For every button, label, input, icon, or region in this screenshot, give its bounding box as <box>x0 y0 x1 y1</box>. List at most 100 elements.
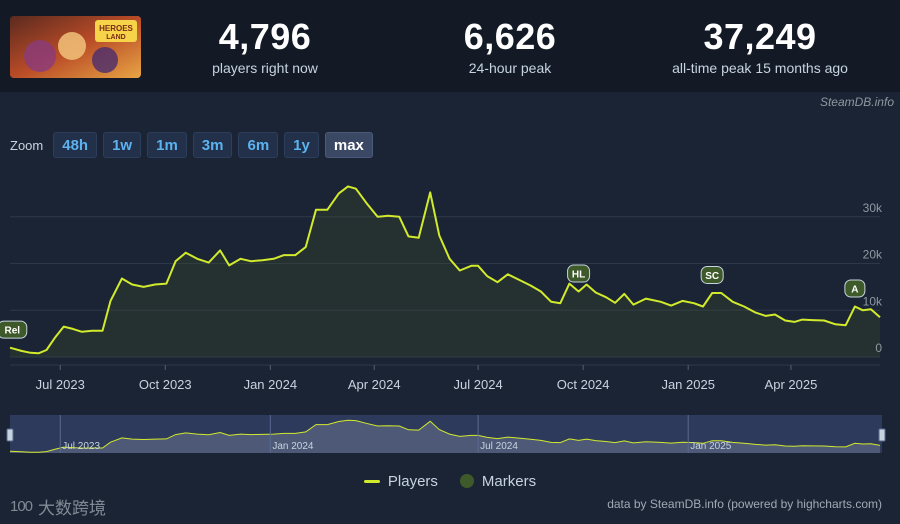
players-point <box>355 188 357 190</box>
players-point <box>459 270 461 272</box>
players-point <box>518 279 520 281</box>
players-point <box>560 302 562 304</box>
navigator-area <box>10 420 880 453</box>
players-line-icon <box>363 479 380 483</box>
event-marker-a[interactable]: A <box>844 279 866 298</box>
players-point <box>794 321 796 323</box>
legend-item-players[interactable]: Players <box>363 473 438 490</box>
players-point <box>295 254 297 256</box>
players-point <box>166 283 168 285</box>
x-tick-label: Jan 2025 <box>661 377 715 392</box>
players-point <box>765 315 767 317</box>
svg-text:HEROES: HEROES <box>99 24 133 33</box>
legend-markers-label: Markers <box>481 472 537 490</box>
navigator-right-handle[interactable] <box>878 428 886 442</box>
players-point <box>823 320 825 322</box>
highcharts-credit[interactable]: data by SteamDB.info (powered by highcha… <box>607 497 882 511</box>
stat-24h-peak: 6,626 24-hour peak <box>440 18 580 77</box>
players-point <box>623 293 625 295</box>
players-point <box>63 326 65 328</box>
players-point <box>812 319 814 321</box>
players-point <box>711 292 713 294</box>
zoom-1w-button[interactable]: 1w <box>103 132 142 158</box>
players-point <box>540 291 542 293</box>
players-point <box>338 193 340 195</box>
players-point <box>121 278 123 280</box>
event-marker-hl[interactable]: HL <box>567 264 591 283</box>
watermark-logo-icon: 100 <box>10 498 33 515</box>
zoom-3m-button[interactable]: 3m <box>192 132 233 158</box>
zoom-6m-button[interactable]: 6m <box>238 132 279 158</box>
game-thumbnail[interactable]: HEROES LAND <box>10 16 141 78</box>
event-marker-rel[interactable]: Rel <box>0 320 28 339</box>
players-point <box>262 259 264 261</box>
zoom-max-button[interactable]: max <box>324 132 373 158</box>
marker-label: SC <box>705 271 719 282</box>
players-point <box>774 314 776 316</box>
x-tick-label: Apr 2024 <box>348 377 401 392</box>
players-point <box>743 306 745 308</box>
players-point <box>418 237 420 239</box>
stats-header: HEROES LAND 4,796 players right now 6,62… <box>0 0 900 92</box>
marker-flag <box>567 264 591 283</box>
players-point <box>633 304 635 306</box>
players-point <box>305 246 307 248</box>
players-point <box>283 254 285 256</box>
marker-flag <box>700 265 724 284</box>
marker-flag <box>0 320 28 339</box>
players-point <box>110 300 112 302</box>
players-point <box>131 284 133 286</box>
x-tick-label: Oct 2023 <box>139 377 192 392</box>
marker-flag <box>844 279 866 298</box>
x-tick-label: Jan 2024 <box>244 377 298 392</box>
players-point <box>154 284 156 286</box>
players-point <box>507 273 509 275</box>
players-point <box>720 292 722 294</box>
all-time-peak-value: 37,249 <box>703 16 817 57</box>
marker-label: Rel <box>5 326 21 337</box>
players-point <box>327 209 329 211</box>
steamdb-credit[interactable]: SteamDB.info <box>819 95 894 109</box>
zoom-1m-button[interactable]: 1m <box>147 132 187 158</box>
game-art-image: HEROES LAND <box>10 16 141 78</box>
players-point <box>486 275 488 277</box>
players-point <box>347 186 349 188</box>
players-point <box>408 236 410 238</box>
players-point <box>429 192 431 194</box>
players-point <box>102 330 104 332</box>
players-point <box>54 338 56 340</box>
navigator-left-handle[interactable] <box>6 428 14 442</box>
marker-label: HL <box>572 270 585 281</box>
players-point <box>470 265 472 267</box>
players-point <box>595 292 597 294</box>
y-tick-label: 10k <box>863 294 883 308</box>
current-players-value: 4,796 <box>218 16 312 57</box>
players-point <box>9 347 11 349</box>
zoom-48h-button[interactable]: 48h <box>53 132 98 158</box>
players-point <box>845 324 847 326</box>
players-point <box>399 216 401 218</box>
players-point <box>240 258 242 260</box>
players-point <box>175 260 177 262</box>
players-point <box>862 309 864 311</box>
players-line <box>9 185 881 355</box>
players-point <box>377 216 379 218</box>
player-count-chart[interactable]: Rel HL SC A 0 10k 20k 30k Jul 2023 Oct 2023 Jan 2… <box>0 165 900 465</box>
players-point <box>38 352 40 354</box>
players-point <box>21 350 23 352</box>
players-point <box>250 260 252 262</box>
players-point <box>438 235 440 237</box>
players-point <box>387 215 389 217</box>
players-point <box>185 252 187 254</box>
zoom-1y-button[interactable]: 1y <box>284 132 319 158</box>
navigator-background <box>10 415 882 453</box>
players-point <box>449 258 451 260</box>
players-point <box>81 331 83 333</box>
players-point <box>228 265 230 267</box>
players-point <box>755 312 757 314</box>
event-marker-sc[interactable]: SC <box>700 265 724 284</box>
players-point <box>208 262 210 264</box>
navigator-tick-label: Jan 2024 <box>272 441 314 452</box>
players-point <box>497 281 499 283</box>
legend-item-markers[interactable]: Markers <box>459 472 537 490</box>
